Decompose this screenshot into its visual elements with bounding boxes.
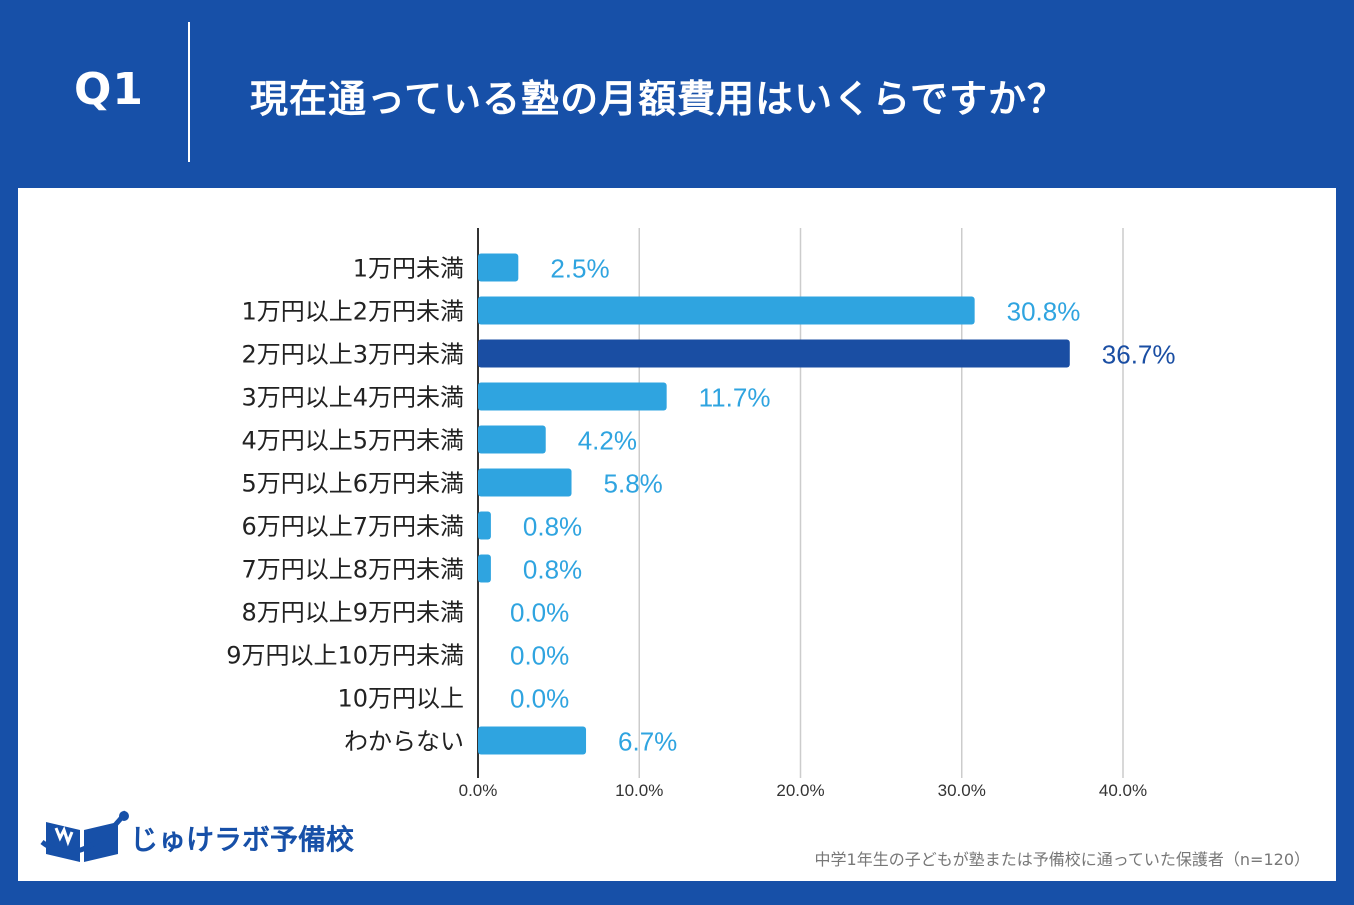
value-label: 36.7% bbox=[1102, 340, 1176, 370]
x-tick-label: 0.0% bbox=[459, 781, 498, 800]
value-label: 6.7% bbox=[618, 727, 677, 757]
question-number: Q1 bbox=[74, 64, 145, 115]
value-label: 0.8% bbox=[523, 555, 582, 585]
category-label: 9万円以上10万円未満 bbox=[226, 642, 464, 670]
value-label: 5.8% bbox=[604, 469, 663, 499]
bar bbox=[478, 382, 667, 411]
category-label: わからない bbox=[344, 728, 464, 756]
category-label: 4万円以上5万円未満 bbox=[241, 427, 464, 455]
chart-panel: 0.0% 10.0% 20.0% 30.0% 40.0% 1万円未満 2.5% 1万円以上2万… bbox=[18, 188, 1336, 881]
value-label: 0.0% bbox=[510, 598, 569, 628]
category-label: 6万円以上7万円未満 bbox=[241, 513, 464, 541]
bar bbox=[478, 253, 519, 282]
bar bbox=[478, 296, 975, 325]
value-label: 0.8% bbox=[523, 512, 582, 542]
category-label: 7万円以上8万円未満 bbox=[241, 556, 464, 584]
x-tick-label: 30.0% bbox=[938, 781, 986, 800]
bar bbox=[478, 339, 1070, 368]
value-label: 30.8% bbox=[1007, 297, 1081, 327]
category-label: 1万円以上2万円未満 bbox=[241, 298, 464, 326]
bar bbox=[478, 425, 546, 454]
category-label: 2万円以上3万円未満 bbox=[241, 341, 464, 369]
bar bbox=[478, 511, 491, 540]
value-label: 4.2% bbox=[578, 426, 637, 456]
header-divider bbox=[188, 22, 190, 162]
x-tick-label: 20.0% bbox=[776, 781, 824, 800]
header: Q1 現在通っている塾の月額費用はいくらですか？ bbox=[0, 0, 1354, 188]
bar bbox=[478, 726, 587, 755]
category-label: 5万円以上6万円未満 bbox=[241, 470, 464, 498]
category-label: 3万円以上4万円未満 bbox=[241, 384, 464, 412]
category-label: 8万円以上9万円未満 bbox=[241, 599, 464, 627]
category-label: 1万円未満 bbox=[353, 255, 464, 283]
footnote: 中学1年生の子どもが塾または予備校に通っていた保護者（n=120） bbox=[814, 850, 1310, 869]
category-label: 10万円以上 bbox=[337, 685, 464, 713]
x-tick-label: 40.0% bbox=[1099, 781, 1147, 800]
bar-chart: 0.0% 10.0% 20.0% 30.0% 40.0% 1万円未満 2.5% 1万円以上2万… bbox=[226, 228, 1176, 800]
value-label: 0.0% bbox=[510, 684, 569, 714]
value-label: 2.5% bbox=[550, 254, 609, 284]
bar bbox=[478, 554, 491, 583]
value-label: 0.0% bbox=[510, 641, 569, 671]
open-book-icon bbox=[40, 810, 129, 862]
brand-name: じゅけラボ予備校 bbox=[130, 823, 355, 856]
bar bbox=[478, 468, 572, 497]
value-label: 11.7% bbox=[699, 383, 771, 413]
brand-logo: じゅけラボ予備校 bbox=[40, 808, 370, 868]
x-tick-label: 10.0% bbox=[615, 781, 663, 800]
question-title: 現在通っている塾の月額費用はいくらですか？ bbox=[250, 77, 1066, 121]
